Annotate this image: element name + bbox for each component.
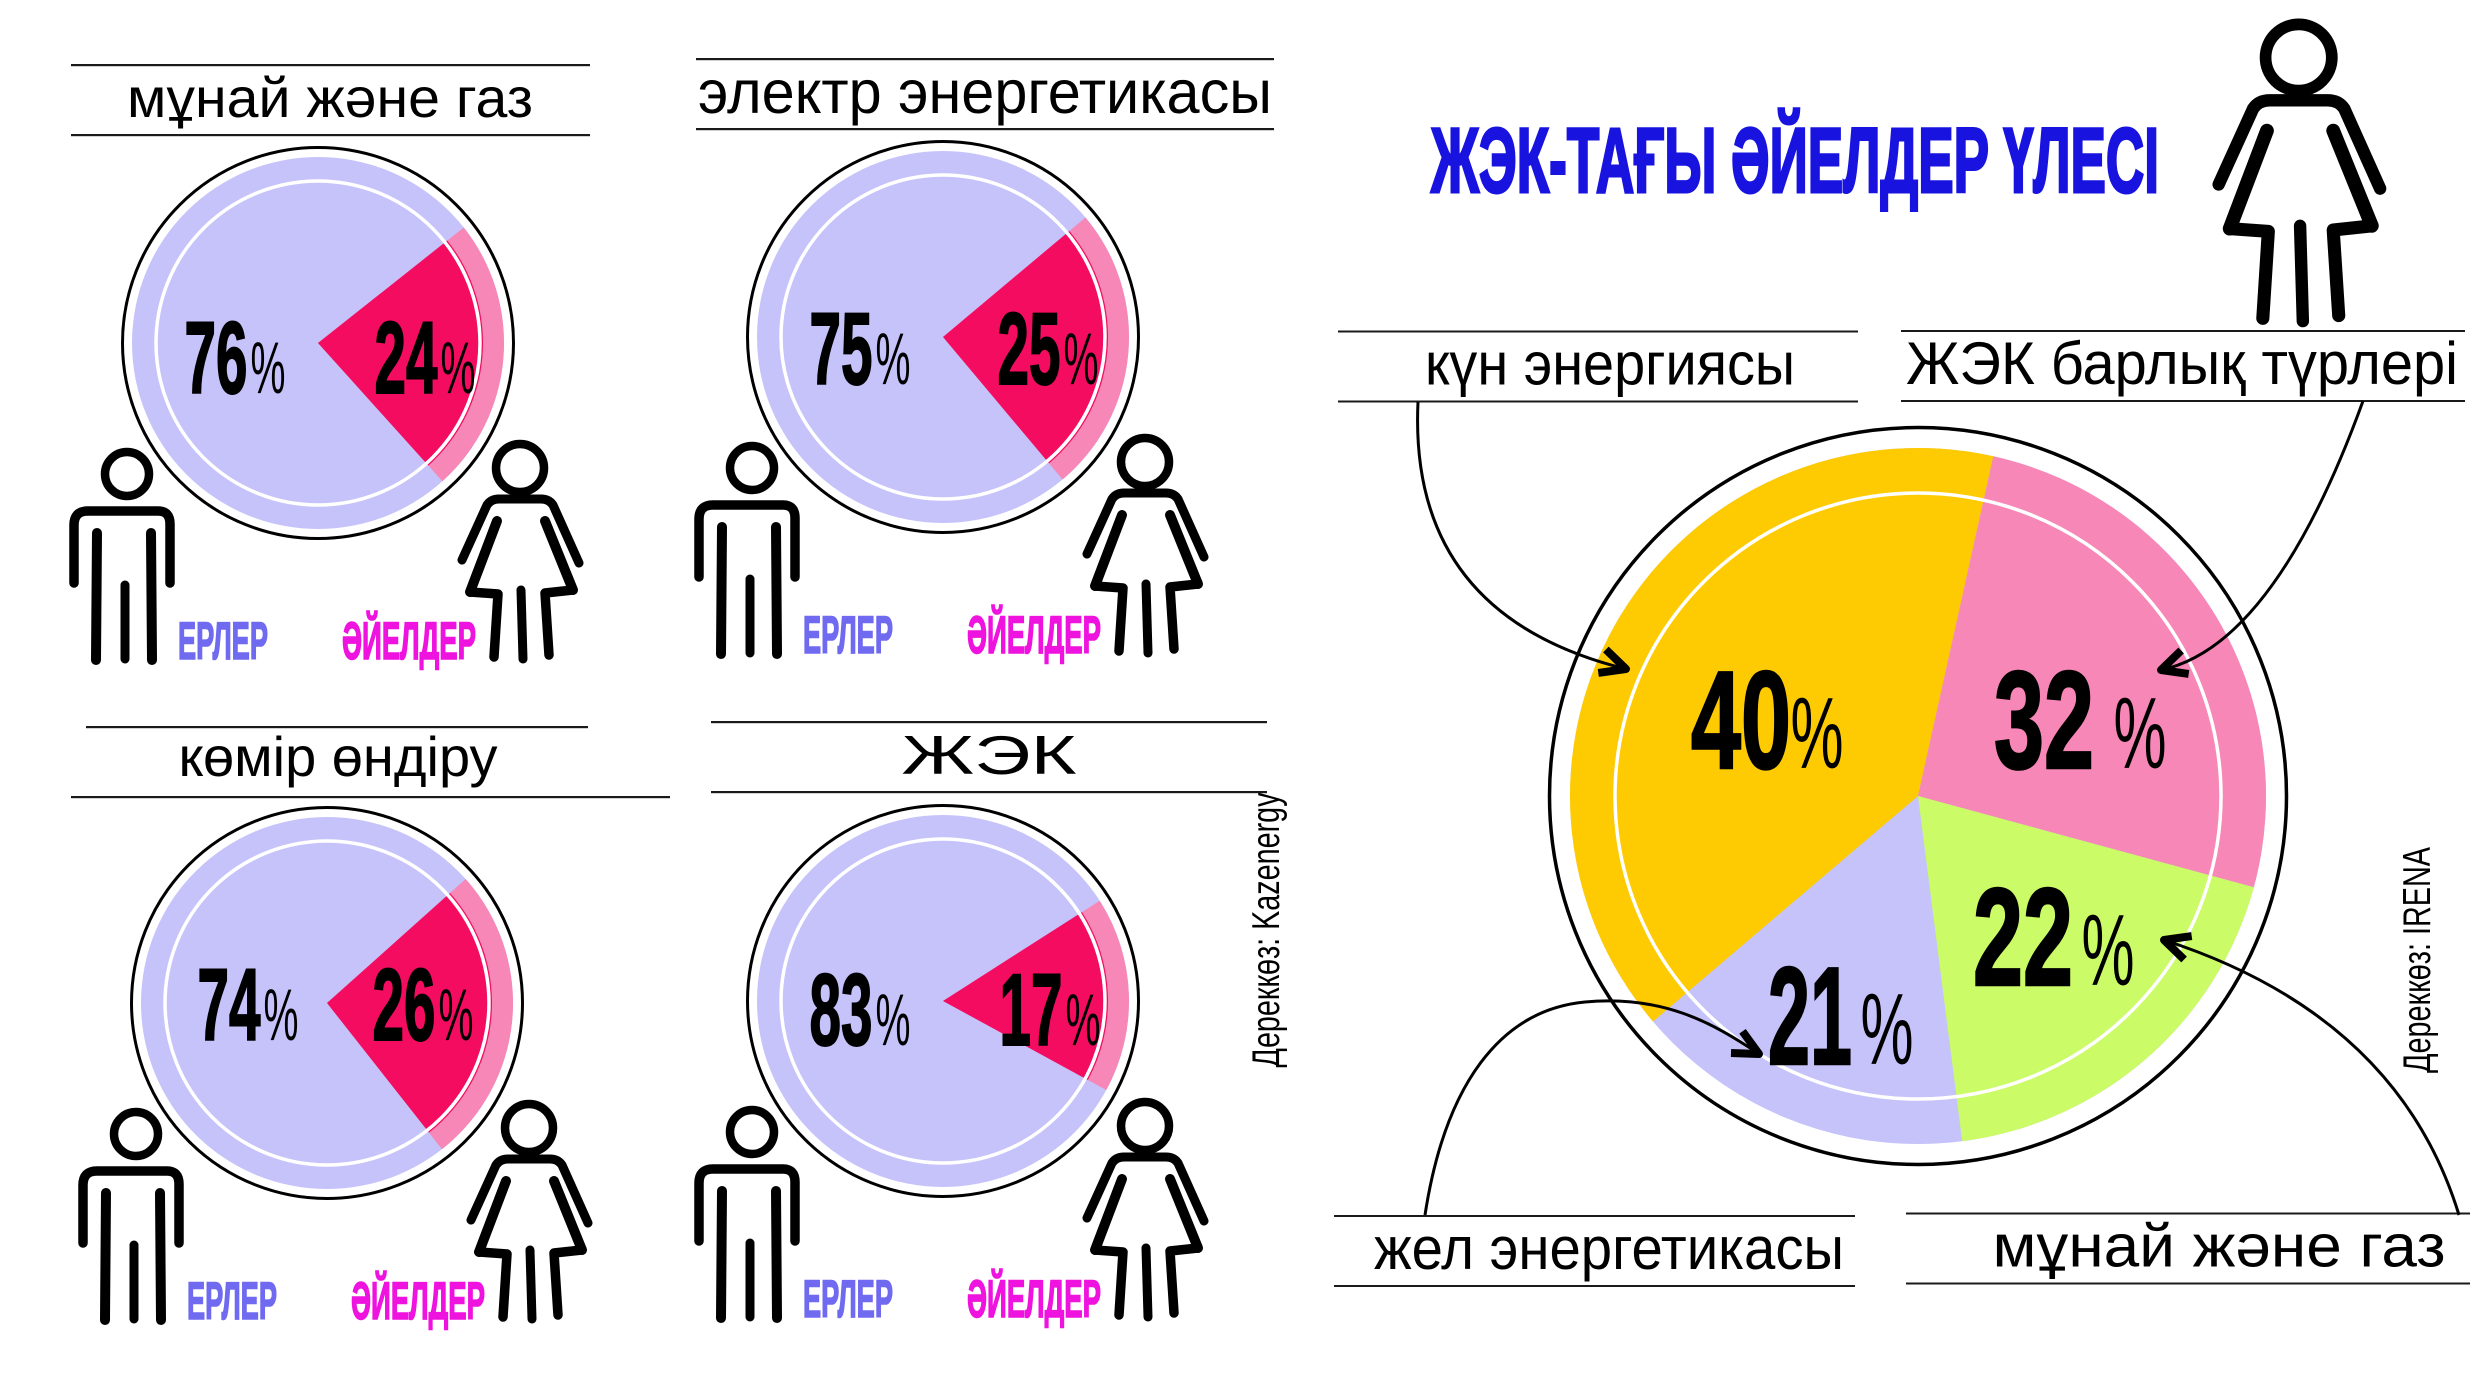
svg-text:%: % bbox=[1791, 678, 1844, 790]
svg-text:%: % bbox=[2114, 678, 2167, 790]
svg-text:%: % bbox=[439, 975, 474, 1056]
svg-text:%: % bbox=[251, 328, 286, 409]
svg-text:75: 75 bbox=[810, 292, 873, 406]
svg-text:ЖЭК-ТАҒЫ ӘЙЕЛДЕР ҮЛЕСІ: ЖЭК-ТАҒЫ ӘЙЕЛДЕР ҮЛЕСІ bbox=[1430, 108, 2159, 212]
svg-text:%: % bbox=[876, 980, 911, 1061]
svg-text:ЖЭК: ЖЭК bbox=[902, 724, 1077, 786]
svg-text:32: 32 bbox=[1994, 643, 2094, 798]
svg-text:ӘЙЕЛДЕР: ӘЙЕЛДЕР bbox=[967, 604, 1101, 665]
svg-text:ЕРЛЕР: ЕРЛЕР bbox=[803, 1270, 893, 1329]
svg-text:ЕРЛЕР: ЕРЛЕР bbox=[187, 1272, 277, 1331]
svg-text:Дереккөз: Kazenergy: Дереккөз: Kazenergy bbox=[1245, 792, 1288, 1067]
svg-text:мұнай және газ: мұнай және газ bbox=[1993, 1213, 2446, 1280]
svg-text:74: 74 bbox=[198, 948, 261, 1062]
svg-text:%: % bbox=[264, 975, 299, 1056]
svg-text:%: % bbox=[1861, 974, 1914, 1086]
svg-text:%: % bbox=[1066, 980, 1101, 1061]
svg-text:24: 24 bbox=[375, 301, 438, 415]
svg-text:ӘЙЕЛДЕР: ӘЙЕЛДЕР bbox=[967, 1268, 1101, 1329]
svg-text:жел энергетикасы: жел энергетикасы bbox=[1374, 1215, 1844, 1282]
svg-text:ЕРЛЕР: ЕРЛЕР bbox=[178, 612, 268, 671]
svg-text:ЕРЛЕР: ЕРЛЕР bbox=[803, 606, 893, 665]
svg-text:Дереккөз: IRENA: Дереккөз: IRENA bbox=[2396, 847, 2439, 1073]
svg-text:%: % bbox=[876, 319, 911, 400]
svg-text:ӘЙЕЛДЕР: ӘЙЕЛДЕР bbox=[351, 1270, 485, 1331]
svg-text:17: 17 bbox=[1000, 953, 1063, 1067]
svg-text:76: 76 bbox=[185, 301, 248, 415]
svg-text:%: % bbox=[1064, 319, 1099, 400]
svg-text:26: 26 bbox=[373, 948, 436, 1062]
svg-text:21: 21 bbox=[1768, 939, 1852, 1094]
svg-text:электр энергетикасы: электр энергетикасы bbox=[698, 58, 1272, 126]
svg-text:22: 22 bbox=[1973, 860, 2073, 1015]
svg-text:күн энергиясы: күн энергиясы bbox=[1425, 331, 1795, 398]
svg-text:40: 40 bbox=[1691, 643, 1791, 798]
svg-text:көмір өндіру: көмір өндіру bbox=[179, 725, 498, 788]
svg-text:%: % bbox=[441, 328, 476, 409]
svg-text:25: 25 bbox=[998, 292, 1061, 406]
svg-text:ӘЙЕЛДЕР: ӘЙЕЛДЕР bbox=[342, 610, 476, 671]
svg-text:%: % bbox=[2082, 895, 2135, 1007]
svg-text:ЖЭК барлық түрлері: ЖЭК барлық түрлері bbox=[1906, 330, 2458, 397]
svg-text:83: 83 bbox=[810, 953, 873, 1067]
svg-text:мұнай және газ: мұнай және газ bbox=[127, 66, 533, 129]
